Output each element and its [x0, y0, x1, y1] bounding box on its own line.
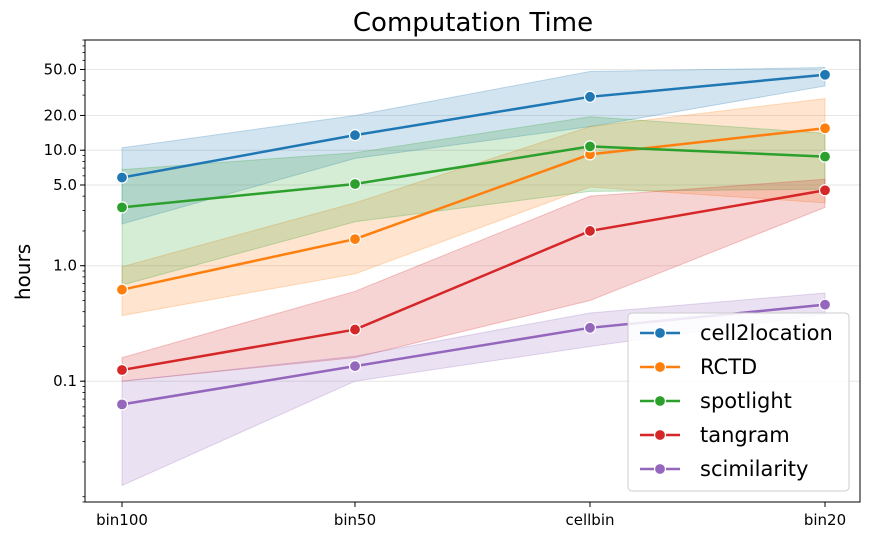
line-RCTD: [121, 126, 826, 291]
legend-marker-RCTD: [653, 360, 667, 374]
y-tick-label-0: 0.1: [53, 372, 77, 390]
point-tangram-cellbin: [583, 224, 597, 238]
point-cell2location-bin100: [115, 171, 129, 184]
y-tick-label-4: 20.0: [44, 106, 77, 124]
point-scimilarity-bin50: [348, 360, 362, 373]
legend-label-RCTD: RCTD: [700, 355, 757, 379]
point-scimilarity-bin20: [818, 298, 832, 311]
axes: 0.1 1.0 5.0 10.0 20.0 50.0 bin100 bin50 cellbin b…: [44, 39, 861, 529]
point-tangram-bin20: [818, 184, 832, 197]
y-tick-label-1: 1.0: [53, 257, 77, 275]
line-tangram: [121, 189, 826, 372]
chart-title: Computation Time: [353, 8, 593, 38]
legend-label-cell2location: cell2location: [700, 321, 833, 345]
band-RCTD: [121, 98, 826, 317]
point-spotlight-bin100: [115, 201, 129, 214]
legend-marker-spotlight: [653, 394, 667, 408]
legend-box: [627, 312, 850, 492]
point-RCTD-bin20: [818, 122, 832, 135]
y-tick-label-5: 50.0: [44, 60, 77, 78]
band-cell2location: [121, 67, 826, 225]
point-spotlight-bin20: [818, 150, 832, 163]
point-spotlight-bin50: [348, 177, 362, 191]
y-tick-label-3: 10.0: [44, 141, 77, 159]
point-tangram-bin50: [348, 323, 362, 336]
legend-marker-tangram: [653, 428, 667, 442]
x-tick-label-bin50: bin50: [334, 511, 376, 529]
point-cell2location-cellbin: [583, 90, 597, 103]
point-RCTD-bin50: [348, 232, 362, 246]
point-cell2location-bin50: [348, 129, 362, 142]
legend-label-tangram: tangram: [700, 423, 790, 447]
legend-marker-cell2location: [653, 326, 667, 340]
x-tick-label-bin20: bin20: [804, 511, 846, 529]
x-tick-label-bin100: bin100: [96, 511, 148, 529]
legend-marker-scimilarity: [653, 462, 667, 476]
line-cell2location: [121, 73, 826, 179]
point-scimilarity-bin100: [115, 398, 129, 411]
y-tick-label-2: 5.0: [53, 176, 77, 194]
legend-label-scimilarity: scimilarity: [700, 457, 808, 481]
series-lines: [115, 68, 832, 411]
y-axis-label: hours: [11, 244, 35, 300]
point-RCTD-bin100: [115, 283, 129, 296]
point-tangram-bin100: [115, 363, 129, 377]
point-cell2location-bin20: [818, 68, 832, 81]
point-spotlight-cellbin: [583, 140, 597, 153]
legend-label-spotlight: spotlight: [700, 389, 792, 413]
legend: cell2location RCTD spotlight tangram scimila…: [627, 312, 850, 492]
point-scimilarity-cellbin: [583, 321, 597, 334]
line-spotlight: [121, 145, 826, 209]
x-tick-label-cellbin: cellbin: [565, 511, 614, 529]
